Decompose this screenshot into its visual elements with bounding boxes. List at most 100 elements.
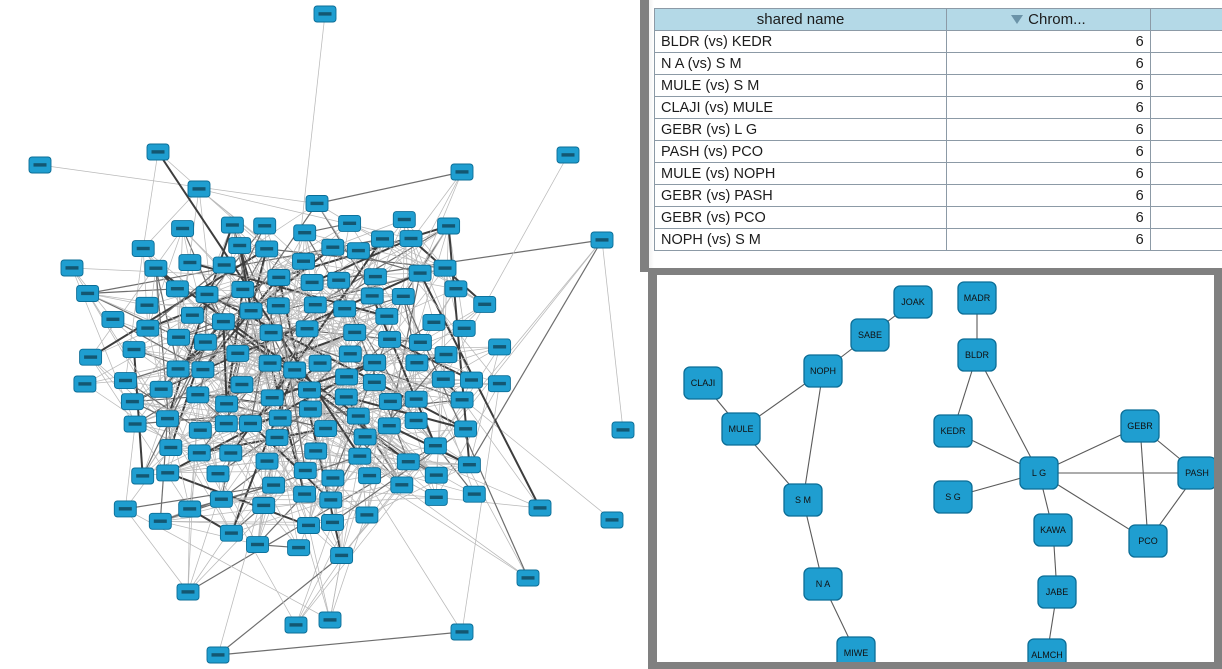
sparse-node-shape[interactable] bbox=[803, 567, 843, 601]
dense-edge[interactable] bbox=[344, 308, 347, 377]
dense-node[interactable] bbox=[346, 242, 370, 260]
dense-edge[interactable] bbox=[310, 408, 541, 509]
dense-node[interactable] bbox=[362, 373, 386, 391]
dense-node[interactable] bbox=[195, 286, 219, 303]
dense-node[interactable] bbox=[363, 268, 387, 286]
dense-node[interactable] bbox=[188, 421, 212, 439]
sparse-network-canvas[interactable]: CLAJI MULE NOPH SABE JOAK S M N A MIWE MADR BLDR K… bbox=[657, 275, 1214, 662]
dense-node[interactable] bbox=[298, 381, 321, 399]
dense-node[interactable] bbox=[206, 465, 230, 483]
dense-edge[interactable] bbox=[329, 456, 361, 621]
dense-edge[interactable] bbox=[344, 250, 359, 309]
sparse-node[interactable]: MIWE bbox=[836, 636, 876, 662]
dense-node[interactable] bbox=[321, 514, 344, 531]
dense-node[interactable] bbox=[293, 485, 317, 503]
dense-edge[interactable] bbox=[359, 456, 368, 516]
dense-node[interactable] bbox=[219, 444, 243, 462]
sparse-node[interactable]: S G bbox=[933, 480, 973, 514]
dense-node[interactable] bbox=[390, 476, 414, 494]
sparse-node[interactable]: SABE bbox=[850, 318, 890, 352]
dense-node[interactable] bbox=[135, 296, 159, 314]
sort-descending-triangle-icon[interactable] bbox=[1011, 14, 1024, 24]
dense-edge[interactable] bbox=[142, 248, 149, 329]
dense-node[interactable] bbox=[488, 338, 512, 356]
sparse-node[interactable]: GEBR bbox=[1120, 409, 1160, 443]
dense-node[interactable] bbox=[166, 360, 190, 378]
dense-edge[interactable] bbox=[133, 349, 144, 477]
dense-node[interactable] bbox=[120, 393, 144, 411]
dense-edge[interactable] bbox=[134, 384, 243, 425]
dense-node[interactable] bbox=[378, 393, 402, 410]
dense-node[interactable] bbox=[178, 254, 202, 272]
dense-node[interactable] bbox=[353, 428, 377, 446]
dense-node[interactable] bbox=[450, 163, 474, 181]
dense-network-panel[interactable] bbox=[0, 0, 640, 669]
dense-node[interactable] bbox=[206, 646, 230, 664]
sparse-node[interactable]: PASH bbox=[1177, 456, 1214, 490]
dense-node[interactable] bbox=[186, 386, 210, 404]
dense-edge[interactable] bbox=[314, 304, 403, 486]
dense-edge[interactable] bbox=[442, 154, 569, 380]
dense-edge[interactable] bbox=[249, 422, 332, 501]
dense-node[interactable] bbox=[171, 220, 195, 238]
dense-node[interactable] bbox=[405, 354, 429, 372]
dense-edge[interactable] bbox=[436, 497, 541, 509]
dense-edge[interactable] bbox=[87, 288, 178, 295]
dense-node[interactable] bbox=[144, 259, 168, 277]
dense-edge[interactable] bbox=[125, 248, 144, 381]
dense-node[interactable] bbox=[408, 333, 432, 351]
dense-node[interactable] bbox=[391, 287, 415, 305]
sparse-node-shape[interactable] bbox=[1019, 456, 1059, 490]
dense-node[interactable] bbox=[262, 476, 286, 494]
dense-node[interactable] bbox=[335, 368, 359, 386]
sparse-edge[interactable] bbox=[976, 354, 1040, 474]
dense-node[interactable] bbox=[187, 444, 211, 462]
dense-node[interactable] bbox=[60, 259, 84, 277]
dense-node[interactable] bbox=[308, 354, 332, 372]
dense-node[interactable] bbox=[267, 269, 291, 286]
dense-edge[interactable] bbox=[189, 452, 200, 510]
dense-edge[interactable] bbox=[295, 522, 333, 626]
sparse-node[interactable]: CLAJI bbox=[683, 366, 723, 400]
dense-edge[interactable] bbox=[354, 332, 403, 486]
dense-node[interactable] bbox=[131, 467, 155, 485]
dense-edge[interactable] bbox=[308, 525, 331, 621]
dense-node[interactable] bbox=[327, 271, 351, 289]
dense-node[interactable] bbox=[148, 512, 172, 530]
dense-node[interactable] bbox=[219, 524, 243, 542]
dense-node[interactable] bbox=[460, 371, 483, 389]
dense-node[interactable] bbox=[220, 216, 244, 234]
dense-edge[interactable] bbox=[125, 508, 189, 593]
edge-table-panel[interactable]: shared name Chrom... Start po... End poi… bbox=[640, 0, 1222, 272]
dense-edge[interactable] bbox=[142, 151, 159, 249]
dense-node[interactable] bbox=[259, 324, 283, 342]
dense-edge[interactable] bbox=[314, 225, 449, 306]
dense-node[interactable] bbox=[304, 442, 328, 460]
dense-node[interactable] bbox=[283, 361, 307, 379]
dense-edge[interactable] bbox=[402, 296, 418, 363]
sparse-node[interactable]: PCO bbox=[1128, 524, 1168, 558]
dense-node[interactable] bbox=[457, 456, 481, 474]
dense-edge[interactable] bbox=[217, 408, 311, 475]
dense-edge[interactable] bbox=[202, 305, 279, 370]
dense-edge[interactable] bbox=[369, 464, 470, 477]
dense-node[interactable] bbox=[156, 410, 179, 428]
dense-edge[interactable] bbox=[271, 361, 375, 399]
dense-node[interactable] bbox=[404, 412, 428, 430]
dense-edge[interactable] bbox=[217, 631, 463, 656]
dense-edge[interactable] bbox=[182, 228, 224, 322]
sparse-node[interactable]: JOAK bbox=[893, 285, 933, 319]
dense-edge[interactable] bbox=[263, 497, 437, 506]
dense-node[interactable] bbox=[313, 5, 337, 23]
dense-node[interactable] bbox=[258, 354, 282, 372]
dense-node[interactable] bbox=[73, 375, 97, 393]
dense-node[interactable] bbox=[239, 415, 262, 433]
dense-edge[interactable] bbox=[277, 305, 347, 398]
sparse-node-shape[interactable] bbox=[1177, 456, 1214, 490]
sparse-edge[interactable] bbox=[802, 370, 824, 501]
dense-edge[interactable] bbox=[277, 305, 306, 471]
sparse-node-shape[interactable] bbox=[957, 338, 997, 372]
dense-edge[interactable] bbox=[241, 362, 375, 385]
dense-node[interactable] bbox=[28, 156, 52, 174]
dense-node[interactable] bbox=[215, 395, 239, 413]
